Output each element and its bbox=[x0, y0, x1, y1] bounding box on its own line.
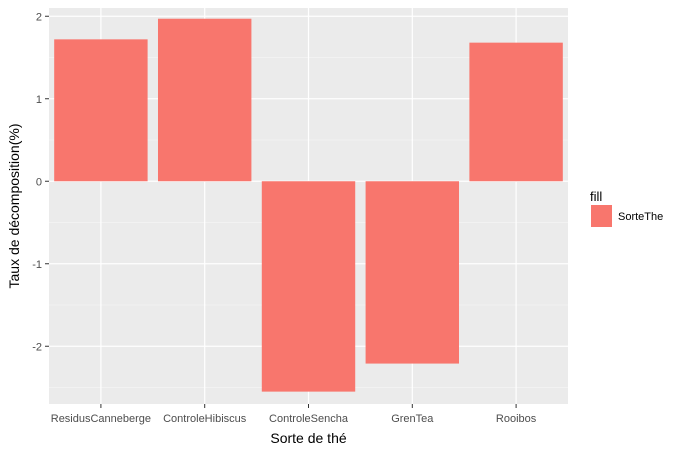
x-axis-ticks: ResidusCanneberge ControleHibiscus Control… bbox=[51, 404, 537, 425]
y-axis-ticks: -2 -1 0 1 2 bbox=[32, 11, 49, 353]
legend: fill SorteThe bbox=[590, 189, 663, 227]
bar-controlehibiscus bbox=[157, 18, 252, 182]
x-tick-label: ResidusCanneberge bbox=[51, 413, 151, 425]
y-axis-title: Taux de décomposition(%) bbox=[6, 124, 22, 289]
y-tick-label: 0 bbox=[36, 176, 42, 188]
bars bbox=[54, 18, 563, 392]
x-tick-label: ControleSencha bbox=[269, 413, 349, 425]
y-tick-label: -1 bbox=[32, 259, 42, 271]
x-axis-title: Sorte de thé bbox=[270, 430, 346, 446]
bar-controlesencha bbox=[261, 181, 356, 392]
bar-residuscanneberge bbox=[54, 39, 148, 182]
y-tick-label: -2 bbox=[32, 341, 42, 353]
x-tick-label: GrenTea bbox=[391, 413, 434, 425]
x-tick-label: ControleHibiscus bbox=[163, 413, 247, 425]
bar-rooibos bbox=[469, 42, 563, 182]
x-tick-label: Rooibos bbox=[496, 413, 537, 425]
legend-key-sortethe bbox=[591, 205, 612, 227]
y-tick-label: 2 bbox=[36, 11, 42, 23]
legend-label-sortethe: SorteThe bbox=[618, 211, 663, 223]
y-tick-label: 1 bbox=[36, 94, 42, 106]
bar-grentea bbox=[365, 181, 460, 364]
legend-title: fill bbox=[590, 189, 602, 204]
